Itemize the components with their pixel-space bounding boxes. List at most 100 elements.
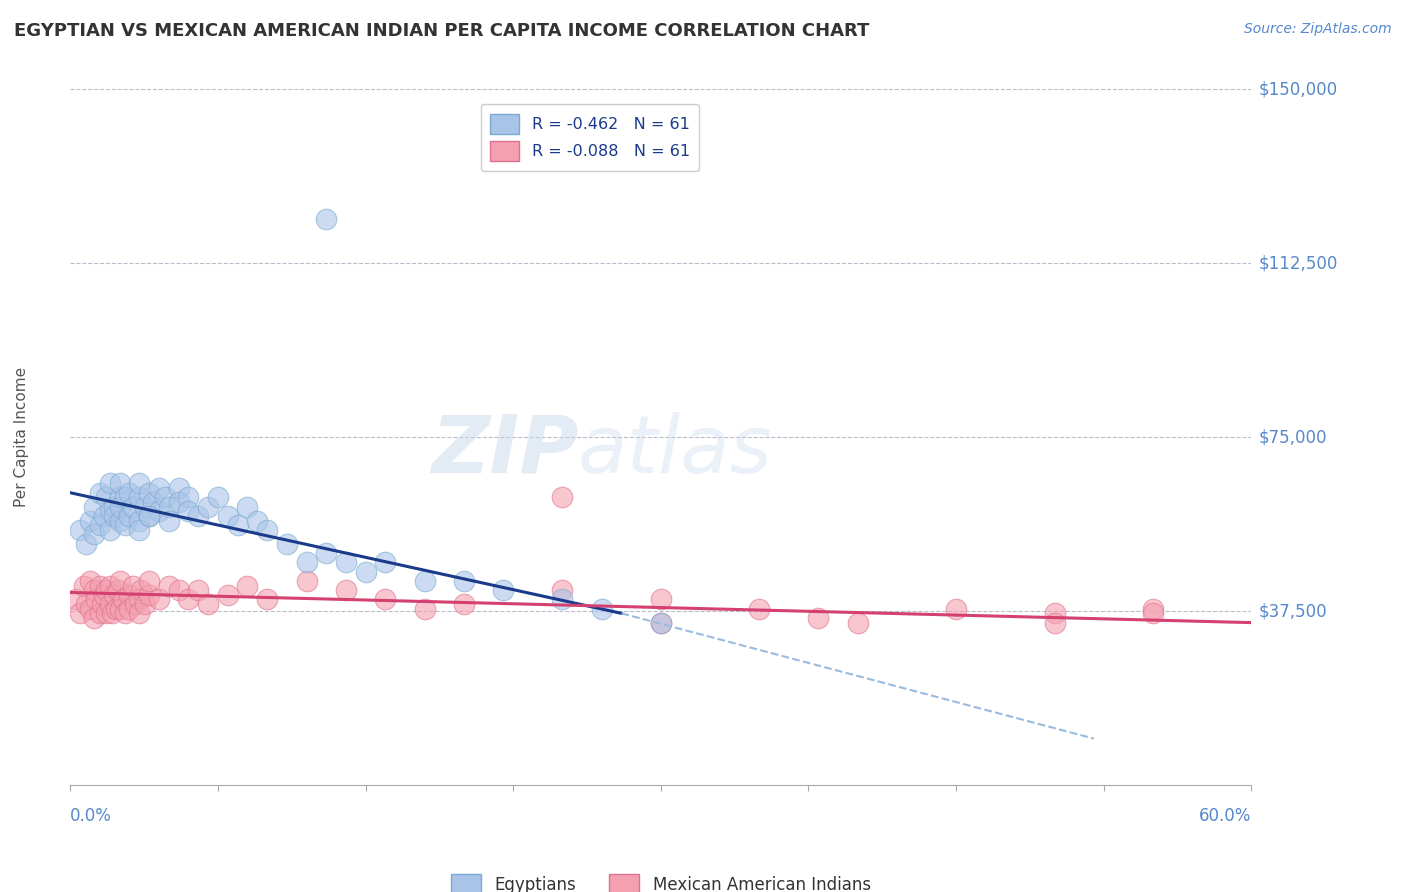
Text: 0.0%: 0.0% [70,807,112,825]
Point [83,527,105,541]
Point [128,514,150,528]
Point [122,500,145,514]
Point [94,583,117,598]
Point [167,495,190,509]
Point [187,583,209,598]
Point [315,546,337,560]
Text: Per Capita Income: Per Capita Income [14,367,28,508]
Point [118,508,141,523]
Point [108,500,131,514]
Text: EGYPTIAN VS MEXICAN AMERICAN INDIAN PER CAPITA INCOME CORRELATION CHART: EGYPTIAN VS MEXICAN AMERICAN INDIAN PER … [14,22,869,40]
Point [108,476,131,491]
Point [134,500,156,514]
Point [217,588,239,602]
Point [79,601,101,615]
Point [492,583,515,598]
Point [122,578,145,592]
Point [207,491,229,505]
Point [98,504,121,518]
Point [217,508,239,523]
Point [177,504,200,518]
Point [295,574,318,588]
Point [256,523,278,537]
Point [103,588,125,602]
Point [551,592,574,607]
Text: $112,500: $112,500 [1258,254,1337,272]
Point [83,611,105,625]
Point [124,597,146,611]
Point [197,597,219,611]
Point [138,508,160,523]
Point [157,514,180,528]
Point [226,518,249,533]
Text: $150,000: $150,000 [1258,80,1337,98]
Point [89,518,111,533]
Point [83,583,105,598]
Point [1142,601,1164,615]
Point [748,601,770,615]
Point [90,597,112,611]
Point [256,592,278,607]
Point [118,588,141,602]
Point [118,485,141,500]
Point [114,607,136,621]
Point [138,588,160,602]
Point [1142,607,1164,621]
Legend: Egyptians, Mexican American Indians: Egyptians, Mexican American Indians [444,867,877,892]
Point [79,574,101,588]
Point [103,508,125,523]
Point [236,578,259,592]
Point [84,592,107,607]
Point [945,601,967,615]
Point [129,583,152,598]
Point [453,574,475,588]
Point [246,514,269,528]
Point [276,537,298,551]
Point [1043,607,1066,621]
Text: atlas: atlas [578,412,773,490]
Point [79,514,101,528]
Text: 60.0%: 60.0% [1199,807,1251,825]
Point [315,212,337,227]
Point [128,491,150,505]
Point [453,597,475,611]
Point [114,518,136,533]
Point [413,574,436,588]
Point [108,514,131,528]
Point [138,574,160,588]
Point [197,500,219,514]
Point [354,565,377,579]
Point [108,491,131,505]
Point [650,615,672,630]
Point [98,476,121,491]
Point [413,601,436,615]
Point [128,607,150,621]
Point [138,508,160,523]
Point [1043,615,1066,630]
Point [157,500,180,514]
Point [69,607,91,621]
Text: ZIP: ZIP [430,412,578,490]
Point [128,523,150,537]
Point [89,578,111,592]
Point [108,601,131,615]
Point [153,491,176,505]
Point [94,607,117,621]
Point [134,597,156,611]
Point [94,491,117,505]
Point [157,578,180,592]
Point [128,476,150,491]
Point [104,601,127,615]
Point [128,592,150,607]
Point [650,592,672,607]
Point [187,508,209,523]
Point [108,574,131,588]
Point [148,504,170,518]
Point [75,537,97,551]
Point [167,583,190,598]
Point [374,592,396,607]
Text: Source: ZipAtlas.com: Source: ZipAtlas.com [1244,22,1392,37]
Point [75,597,97,611]
Point [138,485,160,500]
Point [551,583,574,598]
